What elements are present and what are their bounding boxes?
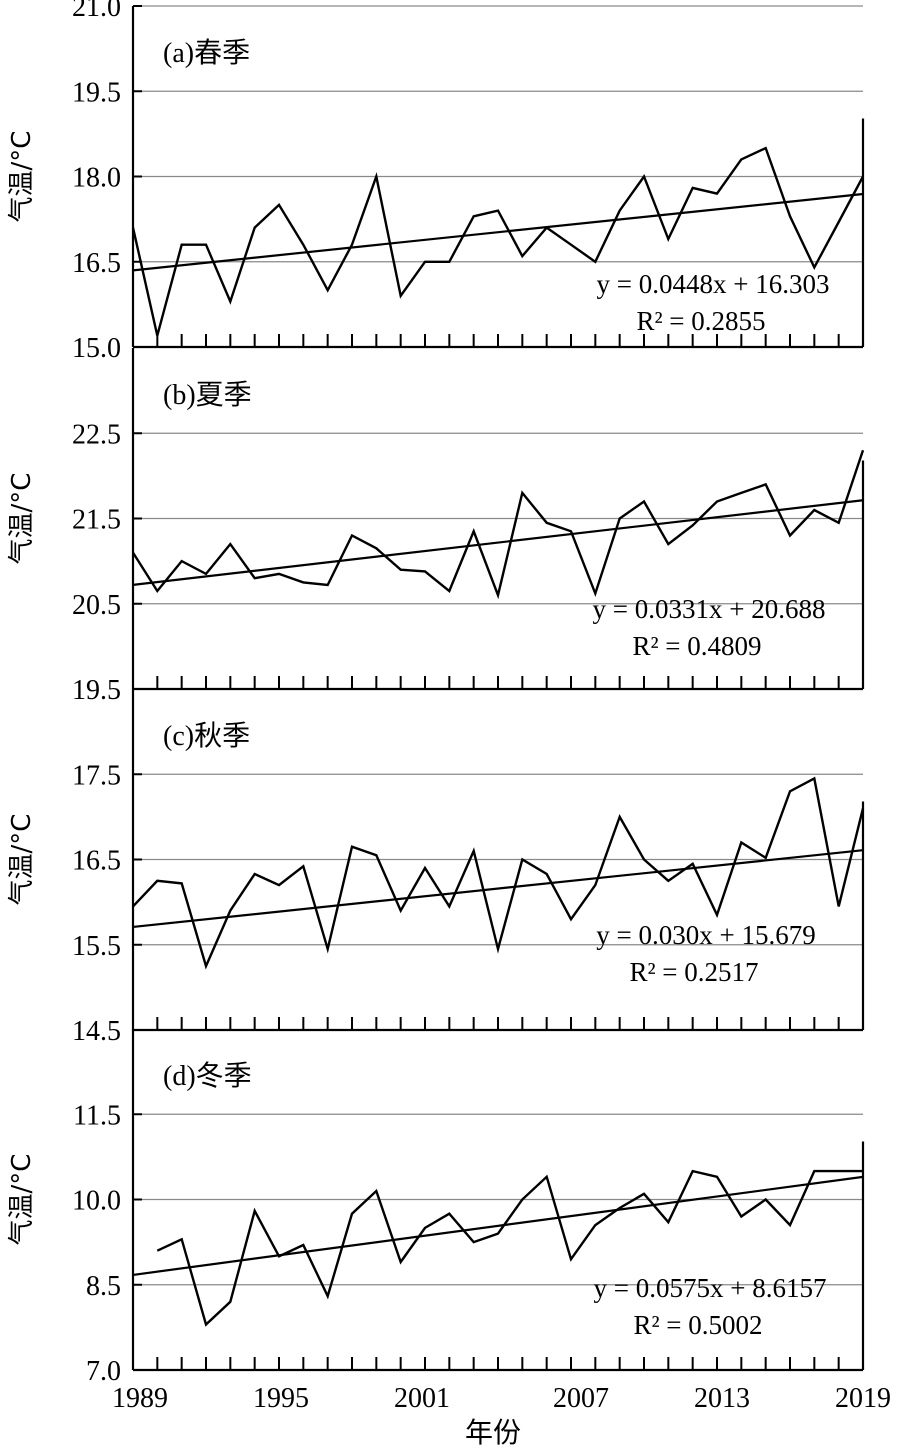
- y-axis-label: 气温/°C: [7, 131, 37, 223]
- y-axis-label: 气温/°C: [7, 1154, 37, 1246]
- trend-line: [132, 499, 864, 586]
- x-tick-label: 2007: [553, 1383, 609, 1414]
- x-axis-label: 年份: [465, 1417, 521, 1449]
- panel-title: (b)夏季: [163, 379, 252, 411]
- y-tick-label: 20.5: [72, 590, 121, 621]
- r-squared-label: R² = 0.2517: [629, 957, 758, 987]
- y-axis-label: 气温/°C: [7, 473, 37, 565]
- y-tick-label: 8.5: [86, 1271, 121, 1302]
- y-axis-label: 气温/°C: [7, 814, 37, 906]
- x-axis-tick-labels: 1989 1995 2001 2007 2013 2019: [112, 1383, 891, 1414]
- x-tick-label: 2019: [835, 1383, 891, 1414]
- trend-equation: y = 0.0575x + 8.6157: [594, 1273, 827, 1303]
- trend-equation: y = 0.0331x + 20.688: [593, 594, 826, 624]
- x-tick-label: 1995: [253, 1383, 309, 1414]
- y-tick-label: 21.5: [72, 505, 121, 536]
- r-squared-label: R² = 0.5002: [633, 1310, 762, 1340]
- y-tick-label: 11.5: [73, 1100, 121, 1131]
- temperature-series-line: [131, 449, 865, 600]
- y-tick-label: 19.5: [72, 77, 121, 108]
- y-tick-label: 15.5: [72, 931, 121, 962]
- trend-line: [132, 192, 864, 272]
- y-tick-label: 7.0: [86, 1356, 121, 1387]
- panel-title: (a)春季: [163, 37, 250, 69]
- trend-equation: y = 0.030x + 15.679: [596, 920, 815, 950]
- r-squared-label: R² = 0.2855: [636, 306, 765, 336]
- y-tick-label: 19.5: [72, 675, 121, 706]
- x-tick-label: 2013: [694, 1383, 750, 1414]
- r-squared-label: R² = 0.4809: [632, 631, 761, 661]
- y-tick-label: 17.5: [72, 760, 121, 791]
- trend-equation: y = 0.0448x + 16.303: [597, 269, 830, 299]
- x-tick-label: 1989: [112, 1383, 168, 1414]
- y-tick-label: 16.5: [72, 846, 121, 877]
- y-tick-label: 16.5: [72, 248, 121, 279]
- panel-title: (c)秋季: [163, 720, 250, 752]
- y-tick-label: 18.0: [72, 163, 121, 194]
- y-tick-label: 15.0: [72, 333, 121, 364]
- y-tick-label: 10.0: [72, 1186, 121, 1217]
- y-tick-label: 22.5: [72, 419, 121, 450]
- y-tick-label: 14.5: [72, 1016, 121, 1047]
- trend-line: [132, 1175, 864, 1276]
- temperature-series-line: [131, 146, 865, 336]
- panel-title: (d)冬季: [163, 1060, 252, 1092]
- y-tick-label: 21.0: [72, 0, 121, 23]
- temperature-series-line: [156, 1169, 863, 1327]
- trend-line: [132, 849, 864, 929]
- temperature-series-line: [132, 776, 865, 970]
- x-tick-label: 2001: [394, 1383, 450, 1414]
